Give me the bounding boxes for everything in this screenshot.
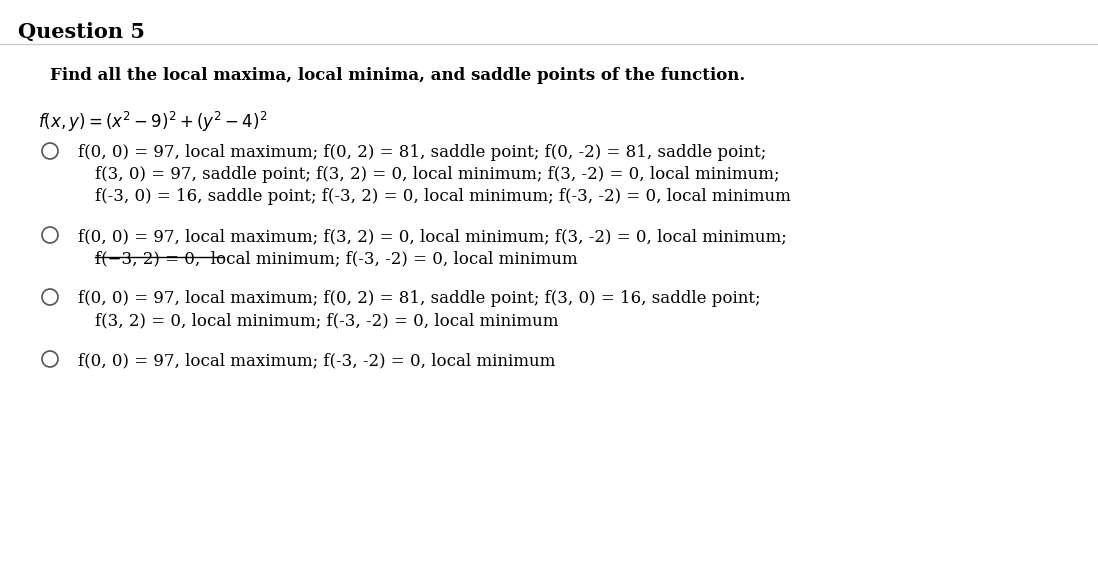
Text: f(-3, 0) = 16, saddle point; f(-3, 2) = 0, local minimum; f(-3, -2) = 0, local m: f(-3, 0) = 16, saddle point; f(-3, 2) = … [96,188,791,205]
Text: f(3, 2) = 0, local minimum; f(-3, -2) = 0, local minimum: f(3, 2) = 0, local minimum; f(-3, -2) = … [96,312,559,329]
Text: f(0, 0) = 97, local maximum; f(0, 2) = 81, saddle point; f(0, -2) = 81, saddle p: f(0, 0) = 97, local maximum; f(0, 2) = 8… [78,144,766,161]
Text: $f(x, y) = (x^2 - 9)^2 + (y^2 - 4)^2$: $f(x, y) = (x^2 - 9)^2 + (y^2 - 4)^2$ [38,110,268,134]
Text: f(0, 0) = 97, local maximum; f(-3, -2) = 0, local minimum: f(0, 0) = 97, local maximum; f(-3, -2) =… [78,352,556,369]
Text: Question 5: Question 5 [18,22,145,42]
Text: Find all the local maxima, local minima, and saddle points of the function.: Find all the local maxima, local minima,… [51,67,746,84]
Text: f(3, 0) = 97, saddle point; f(3, 2) = 0, local minimum; f(3, -2) = 0, local mini: f(3, 0) = 97, saddle point; f(3, 2) = 0,… [96,166,780,183]
Text: f(0, 0) = 97, local maximum; f(3, 2) = 0, local minimum; f(3, -2) = 0, local min: f(0, 0) = 97, local maximum; f(3, 2) = 0… [78,228,787,245]
Text: f(−3, 2) = 0,  local minimum; f(-3, -2) = 0, local minimum: f(−3, 2) = 0, local minimum; f(-3, -2) =… [96,250,578,267]
Text: f(0, 0) = 97, local maximum; f(0, 2) = 81, saddle point; f(3, 0) = 16, saddle po: f(0, 0) = 97, local maximum; f(0, 2) = 8… [78,290,761,307]
